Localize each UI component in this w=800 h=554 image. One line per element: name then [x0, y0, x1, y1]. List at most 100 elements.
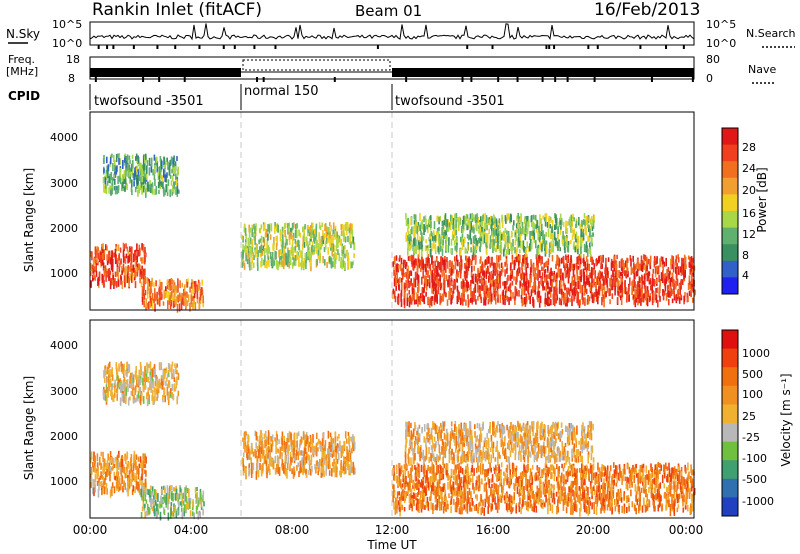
data-cell	[276, 237, 278, 246]
data-cell	[284, 447, 287, 455]
data-cell	[105, 244, 107, 251]
data-cell	[90, 280, 92, 288]
data-cell	[413, 246, 415, 253]
data-cell	[333, 258, 336, 268]
data-cell	[541, 231, 543, 237]
data-cell	[106, 460, 109, 469]
data-cell	[325, 237, 328, 244]
data-cell	[149, 184, 151, 191]
data-cell	[588, 248, 591, 254]
data-cell	[144, 156, 146, 164]
data-cell	[398, 257, 401, 262]
data-cell	[196, 487, 198, 492]
data-cell	[590, 269, 593, 278]
data-cell	[393, 501, 395, 510]
data-cell	[254, 232, 257, 237]
data-cell	[595, 288, 597, 297]
data-cell	[537, 297, 539, 303]
data-cell	[108, 268, 110, 277]
data-cell	[200, 505, 203, 510]
data-cell	[647, 290, 650, 298]
data-cell	[504, 244, 506, 250]
data-cell	[158, 285, 161, 291]
data-cell	[551, 254, 554, 262]
data-cell	[111, 482, 114, 489]
data-cell	[560, 268, 562, 276]
data-cell	[672, 261, 675, 270]
data-cell	[144, 268, 146, 275]
data-cell	[310, 229, 313, 235]
data-cell	[325, 454, 328, 461]
data-cell	[523, 217, 526, 224]
data-cell	[502, 281, 504, 286]
data-cell	[483, 270, 485, 279]
data-cell	[93, 465, 95, 472]
data-cell	[128, 473, 131, 480]
data-cell	[94, 266, 96, 271]
data-cell	[550, 240, 552, 246]
data-cell	[92, 462, 94, 468]
data-cell	[259, 246, 261, 253]
data-cell	[513, 496, 515, 504]
data-cell	[652, 268, 655, 274]
data-cell	[196, 284, 198, 293]
data-cell	[466, 233, 469, 239]
data-cell	[117, 480, 119, 489]
data-cell	[297, 462, 299, 468]
data-cell	[312, 229, 315, 236]
data-cell	[178, 501, 180, 508]
data-cell	[103, 252, 105, 260]
data-cell	[142, 494, 145, 502]
data-cell	[613, 267, 615, 272]
data-cell	[314, 464, 316, 470]
data-cell	[464, 236, 466, 244]
data-cell	[113, 280, 115, 289]
data-cell	[646, 474, 648, 480]
data-cell	[289, 451, 292, 457]
data-cell	[493, 214, 495, 222]
data-cell	[143, 178, 145, 183]
data-cell	[521, 222, 524, 231]
data-cell	[409, 280, 411, 288]
data-cell	[123, 160, 125, 166]
data-cell	[457, 463, 459, 470]
data-cell	[539, 214, 541, 224]
data-cell	[277, 261, 279, 271]
data-cell	[676, 289, 679, 298]
data-cell	[96, 462, 99, 468]
data-cell	[437, 229, 440, 236]
data-cell	[636, 284, 638, 292]
data-cell	[613, 256, 615, 261]
data-cell	[104, 184, 107, 189]
data-cell	[419, 482, 422, 488]
data-cell	[475, 504, 478, 511]
data-cell	[164, 494, 166, 503]
data-cell	[408, 270, 410, 279]
data-cell	[438, 241, 440, 248]
data-cell	[551, 226, 553, 233]
data-cell	[170, 507, 172, 516]
data-cell	[410, 278, 412, 284]
data-cell	[593, 292, 595, 301]
data-cell	[643, 280, 645, 285]
data-cell	[291, 457, 294, 463]
data-cell	[639, 264, 641, 270]
data-cell	[574, 496, 576, 504]
data-cell	[455, 244, 458, 253]
data-cell	[337, 448, 339, 455]
data-cell	[138, 263, 140, 271]
data-cell	[144, 503, 146, 508]
data-cell	[398, 473, 401, 483]
data-cell	[245, 233, 247, 240]
data-cell	[145, 499, 148, 504]
data-cell	[107, 170, 109, 179]
data-cell	[126, 274, 129, 283]
data-cell	[476, 284, 479, 293]
data-cell	[194, 302, 197, 311]
data-cell	[590, 254, 592, 262]
data-cell	[486, 237, 489, 245]
data-cell	[159, 501, 161, 509]
data-cell	[620, 497, 623, 503]
data-cell	[638, 282, 640, 290]
